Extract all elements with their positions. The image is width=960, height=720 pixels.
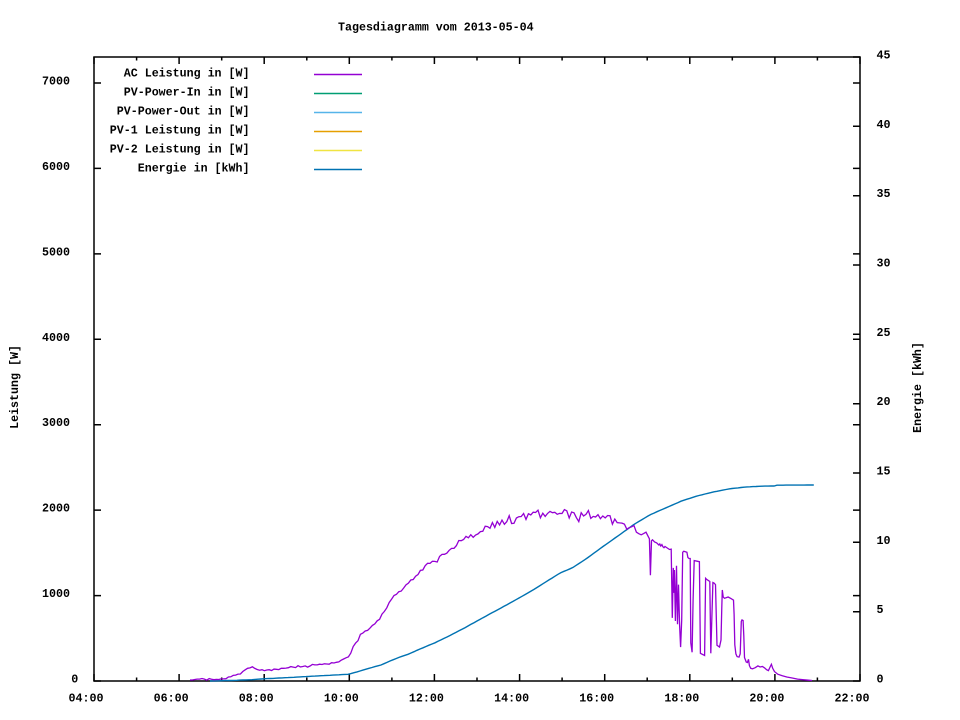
svg-text:04:00: 04:00 xyxy=(69,693,104,706)
svg-text:7000: 7000 xyxy=(42,76,70,89)
svg-text:0: 0 xyxy=(71,674,78,687)
svg-text:Energie [kWh]: Energie [kWh] xyxy=(912,342,925,433)
svg-text:Energie in [kWh]: Energie in [kWh] xyxy=(138,162,250,175)
svg-text:06:00: 06:00 xyxy=(154,693,189,706)
svg-text:12:00: 12:00 xyxy=(409,693,444,706)
svg-text:PV-1 Leistung in [W]: PV-1 Leistung in [W] xyxy=(110,124,250,137)
svg-text:30: 30 xyxy=(877,258,891,271)
svg-text:08:00: 08:00 xyxy=(239,693,274,706)
svg-text:PV-Power-Out in [W]: PV-Power-Out in [W] xyxy=(117,105,250,118)
svg-text:5000: 5000 xyxy=(42,246,70,259)
svg-text:6000: 6000 xyxy=(42,161,70,174)
svg-text:20:00: 20:00 xyxy=(749,693,784,706)
svg-text:14:00: 14:00 xyxy=(494,693,529,706)
svg-text:40: 40 xyxy=(877,119,891,132)
svg-text:3000: 3000 xyxy=(42,417,70,430)
svg-text:PV-Power-In in [W]: PV-Power-In in [W] xyxy=(124,86,250,99)
svg-text:15: 15 xyxy=(877,466,891,479)
svg-text:35: 35 xyxy=(877,188,891,201)
svg-text:20: 20 xyxy=(877,396,891,409)
svg-text:10:00: 10:00 xyxy=(324,693,359,706)
svg-text:10: 10 xyxy=(877,535,891,548)
svg-text:Tagesdiagramm vom 2013-05-04: Tagesdiagramm vom 2013-05-04 xyxy=(338,21,534,34)
svg-text:18:00: 18:00 xyxy=(664,693,699,706)
svg-text:2000: 2000 xyxy=(42,503,70,516)
svg-text:PV-2 Leistung in [W]: PV-2 Leistung in [W] xyxy=(110,143,250,156)
svg-text:5: 5 xyxy=(877,604,884,617)
svg-text:22:00: 22:00 xyxy=(835,693,870,706)
svg-text:16:00: 16:00 xyxy=(579,693,614,706)
svg-text:4000: 4000 xyxy=(42,332,70,345)
svg-text:0: 0 xyxy=(877,674,884,687)
svg-text:Leistung [W]: Leistung [W] xyxy=(9,345,22,429)
svg-text:1000: 1000 xyxy=(42,588,70,601)
svg-text:45: 45 xyxy=(877,50,891,63)
svg-text:AC Leistung in [W]: AC Leistung in [W] xyxy=(124,67,250,80)
svg-text:25: 25 xyxy=(877,327,891,340)
